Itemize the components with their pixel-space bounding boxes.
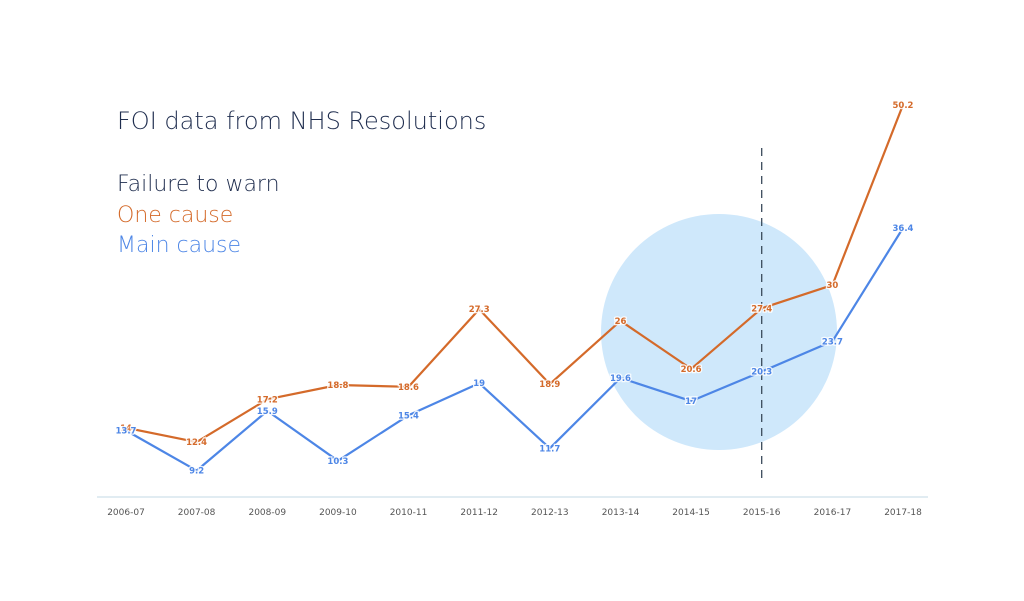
main-cause-data-label: 15.9 xyxy=(257,407,278,417)
one-cause-data-label: 20.6 xyxy=(681,365,702,375)
main-cause-data-label: 13.7 xyxy=(116,427,137,437)
x-tick-label: 2006-07 xyxy=(107,508,145,518)
one-cause-data-label: 26 xyxy=(615,317,627,327)
one-cause-data-label: 18.8 xyxy=(327,381,348,391)
x-tick-label: 2008-09 xyxy=(248,508,286,518)
one-cause-data-label: 18.9 xyxy=(539,380,560,390)
x-tick-label: 2015-16 xyxy=(743,508,781,518)
one-cause-line xyxy=(125,104,905,444)
one-cause-data-label: 50.2 xyxy=(893,101,914,111)
one-cause-data-label: 12.4 xyxy=(186,438,207,448)
x-tick-label: 2016-17 xyxy=(814,508,852,518)
x-tick-label: 2011-12 xyxy=(460,508,498,518)
legend-main-cause: Main cause xyxy=(117,233,241,258)
x-tick-label: 2010-11 xyxy=(390,508,428,518)
one-cause-data-label: 17.2 xyxy=(257,395,278,405)
main-cause-data-label: 11.7 xyxy=(539,444,560,454)
main-cause-data-label: 19 xyxy=(473,379,485,389)
main-cause-line xyxy=(125,227,904,472)
x-tick-label: 2013-14 xyxy=(602,508,640,518)
one-cause-data-label: 18.6 xyxy=(398,383,419,393)
chart-title: FOI data from NHS Resolutions xyxy=(117,107,486,135)
x-tick-label: 2009-10 xyxy=(319,508,357,518)
x-tick-label: 2012-13 xyxy=(531,508,569,518)
main-cause-data-label: 9.2 xyxy=(189,467,204,477)
one-cause-data-label: 30 xyxy=(826,281,838,291)
x-tick-label: 2014-15 xyxy=(672,508,710,518)
chart-subtitle: Failure to warn xyxy=(117,172,280,197)
main-cause-data-label: 19.6 xyxy=(610,374,631,384)
main-cause-data-label: 17 xyxy=(685,397,697,407)
legend-one-cause: One cause xyxy=(117,203,233,228)
x-tick-labels: 2006-07 2007-08 2008-09 2009-10 2010-11 2011-… xyxy=(107,508,922,518)
main-cause-data-label: 36.4 xyxy=(893,224,914,234)
main-cause-data-label: 15.4 xyxy=(398,411,419,421)
x-tick-label: 2017-18 xyxy=(884,508,922,518)
main-cause-data-label: 23.7 xyxy=(822,337,843,347)
one-cause-data-label: 27.4 xyxy=(751,304,772,314)
main-cause-data-label: 10.3 xyxy=(327,457,348,467)
one-cause-data-label: 27.3 xyxy=(469,305,490,315)
x-tick-label: 2007-08 xyxy=(178,508,216,518)
main-cause-data-label: 20.3 xyxy=(751,368,772,378)
